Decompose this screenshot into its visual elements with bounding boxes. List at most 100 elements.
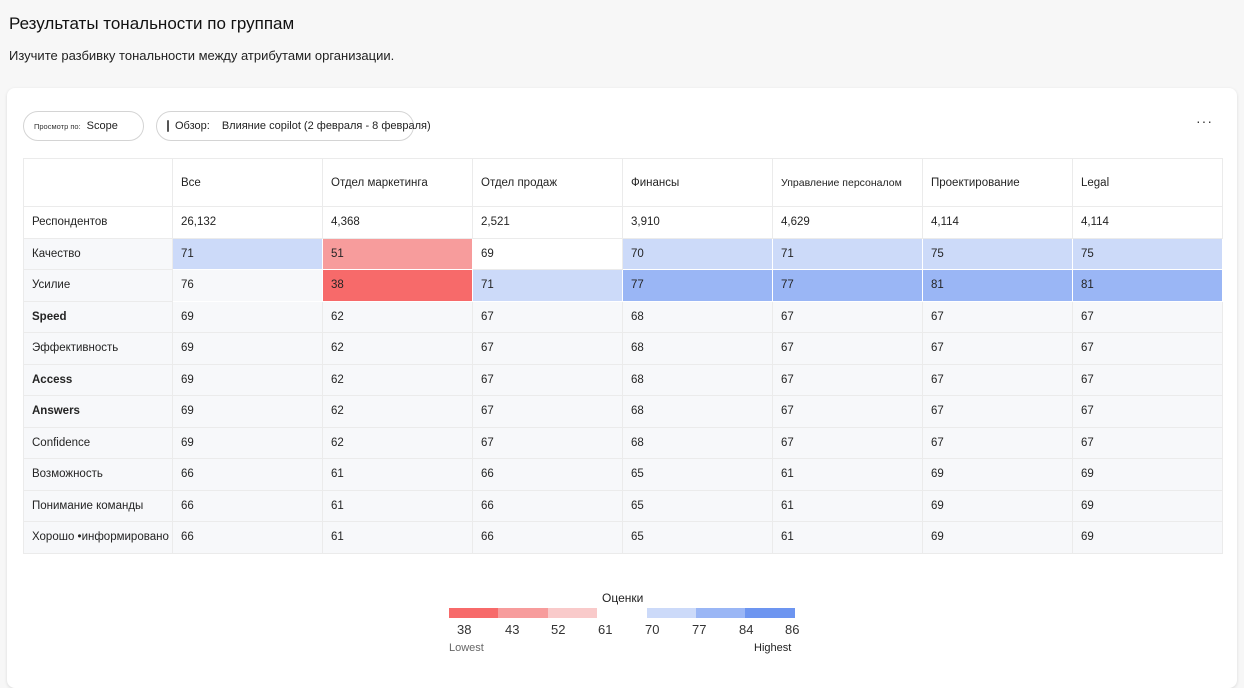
table-row: Понимание команды 66 61 66 65 61 69 69	[23, 489, 1223, 522]
table-cell: 69	[172, 363, 323, 396]
legend-segment	[696, 608, 746, 618]
table-cell: 67	[472, 300, 623, 333]
view-by-dropdown[interactable]: Просмотр по: Scope	[23, 111, 144, 141]
table-cell: 71	[172, 237, 323, 270]
table-cell: 61	[322, 489, 473, 522]
table-cell: 67	[772, 363, 923, 396]
table-cell: 69	[922, 458, 1073, 491]
table-header-row: Все Отдел маркетинга Отдел продаж Финанс…	[23, 158, 1223, 207]
table-cell: 26,132	[172, 206, 323, 239]
table-cell: 67	[922, 300, 1073, 333]
row-label: Answers	[23, 395, 173, 428]
table-cell: 71	[472, 269, 623, 302]
survey-list-icon	[167, 120, 169, 132]
table-cell: 77	[622, 269, 773, 302]
table-cell: 67	[472, 332, 623, 365]
table-cell: 66	[472, 489, 623, 522]
legend-segment	[646, 608, 696, 618]
table-cell: 67	[772, 300, 923, 333]
table-cell: 68	[622, 426, 773, 459]
view-by-value: Scope	[86, 120, 118, 132]
table-cell: 68	[622, 363, 773, 396]
table-cell: 61	[772, 458, 923, 491]
table-cell: 67	[1072, 426, 1223, 459]
table-cell: 61	[322, 521, 473, 554]
table-cell: 67	[1072, 332, 1223, 365]
table-cell: 66	[172, 521, 323, 554]
table-cell: 69	[1072, 521, 1223, 554]
table-cell: 67	[772, 395, 923, 428]
legend-color-scale	[449, 608, 795, 618]
column-header: Legal	[1072, 158, 1223, 207]
legend-tick-label: 77	[692, 622, 707, 637]
table-row: Усилие 76 38 71 77 77 81 81	[23, 269, 1223, 302]
table-cell: 4,368	[322, 206, 473, 239]
table-row: Качество 71 51 69 70 71 75 75	[23, 237, 1223, 270]
table-cell: 67	[922, 332, 1073, 365]
sentiment-table: Все Отдел маркетинга Отдел продаж Финанс…	[23, 158, 1223, 554]
table-row: Возможность 66 61 66 65 61 69 69	[23, 458, 1223, 491]
table-cell: 65	[622, 521, 773, 554]
page-subtitle: Изучите разбивку тональности между атриб…	[9, 48, 395, 63]
table-cell: 2,521	[472, 206, 623, 239]
legend-segment	[745, 608, 795, 618]
table-cell: 67	[472, 395, 623, 428]
table-cell: 68	[622, 300, 773, 333]
table-cell: 69	[172, 300, 323, 333]
table-cell: 4,114	[922, 206, 1073, 239]
legend-tick-label: 38	[457, 622, 472, 637]
column-header	[23, 158, 173, 207]
table-cell: 81	[922, 269, 1073, 302]
table-row: Респондентов 26,132 4,368 2,521 3,910 4,629 4,…	[23, 206, 1223, 239]
row-label: Access	[23, 363, 173, 396]
row-label: Качество	[23, 237, 173, 270]
table-cell: 67	[472, 363, 623, 396]
table-cell: 62	[322, 300, 473, 333]
row-label: Понимание команды	[23, 489, 173, 522]
table-cell: 68	[622, 332, 773, 365]
table-cell: 67	[922, 426, 1073, 459]
table-cell: 69	[172, 395, 323, 428]
table-cell: 65	[622, 489, 773, 522]
table-row: Speed 69 62 67 68 67 67 67	[23, 300, 1223, 333]
table-cell: 4,629	[772, 206, 923, 239]
table-cell: 75	[922, 237, 1073, 270]
scope-value: Влияние copilot (2 февраля - 8 февраля)	[221, 120, 431, 132]
table-cell: 66	[172, 458, 323, 491]
table-cell: 68	[622, 395, 773, 428]
row-label: Респондентов	[23, 206, 173, 239]
table-cell: 69	[922, 489, 1073, 522]
table-row: Answers 69 62 67 68 67 67 67	[23, 395, 1223, 428]
page-title: Результаты тональности по группам	[9, 14, 295, 33]
row-label: Возможность	[23, 458, 173, 491]
results-card: Просмотр по: Scope Обзор: Влияние copilo…	[7, 88, 1237, 688]
table-cell: 4,114	[1072, 206, 1223, 239]
table-cell: 76	[172, 269, 323, 302]
table-cell: 66	[472, 521, 623, 554]
column-header: Проектирование	[922, 158, 1073, 207]
table-cell: 62	[322, 332, 473, 365]
table-cell: 67	[922, 395, 1073, 428]
table-cell: 69	[172, 332, 323, 365]
legend-tick-label: 70	[645, 622, 660, 637]
row-label: Confidence	[23, 426, 173, 459]
table-cell: 67	[1072, 363, 1223, 396]
legend-segment	[449, 608, 499, 618]
row-label: Хорошо •информировано	[23, 521, 173, 554]
table-cell: 51	[322, 237, 473, 270]
table-row: Хорошо •информировано 66 61 66 65 61 69 69	[23, 521, 1223, 554]
table-cell: 67	[472, 426, 623, 459]
legend-segment	[547, 608, 598, 618]
legend-tick-label: 43	[505, 622, 520, 637]
scope-label: Обзор:	[175, 120, 210, 132]
legend-tick-label: 86	[785, 622, 800, 637]
row-label: Эффективность	[23, 332, 173, 365]
row-label: Speed	[23, 300, 173, 333]
more-horizontal-icon[interactable]: ···	[1196, 113, 1213, 129]
table-cell: 69	[472, 237, 623, 270]
table-row: Access 69 62 67 68 67 67 67	[23, 363, 1223, 396]
table-cell: 67	[922, 363, 1073, 396]
legend-title: Оценки	[602, 591, 644, 605]
legend-high-label: Highest	[754, 642, 792, 654]
scope-dropdown[interactable]: Обзор: Влияние copilot (2 февраля - 8 фе…	[156, 111, 431, 141]
